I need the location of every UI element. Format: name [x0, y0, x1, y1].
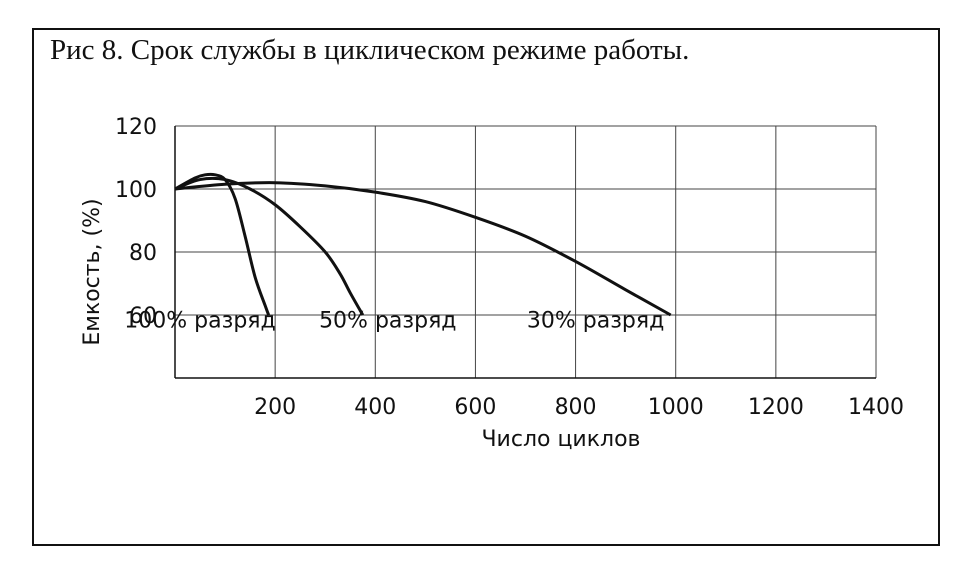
- series-line-2: [174, 176, 365, 316]
- figure-frame: [32, 28, 940, 546]
- x-tick-label-800: 800: [555, 395, 597, 420]
- y-tick-label-60: 60: [129, 304, 157, 329]
- x-tick-label-1400: 1400: [848, 395, 904, 420]
- figure-title: Рис 8. Срок службы в циклическом режиме …: [50, 34, 690, 66]
- y-axis-label: Емкость, (%): [80, 198, 105, 345]
- series-label-3: 30% разряд: [527, 309, 664, 334]
- series-line-3: [174, 181, 672, 317]
- series-label-1: 100% разряд: [124, 309, 275, 334]
- tick-labels: 60 80 100 120 200 400 600 800 1000 1200 1400: [115, 115, 904, 420]
- axes: [174, 126, 876, 379]
- series-label-2: 50% разряд: [319, 309, 456, 334]
- x-tick-label-1000: 1000: [648, 395, 704, 420]
- x-tick-label-400: 400: [354, 395, 396, 420]
- y-tick-label-100: 100: [115, 178, 157, 203]
- x-axis-label: Число циклов: [481, 427, 640, 452]
- x-tick-label-600: 600: [454, 395, 496, 420]
- series-labels: 100% разряд 50% разряд 30% разряд: [124, 309, 664, 334]
- y-tick-label-80: 80: [129, 241, 157, 266]
- grid-lines: [175, 125, 877, 378]
- x-tick-label-1200: 1200: [748, 395, 804, 420]
- series-lines: [174, 172, 672, 317]
- y-tick-label-120: 120: [115, 115, 157, 140]
- x-tick-label-200: 200: [254, 395, 296, 420]
- series-line-1: [174, 172, 271, 316]
